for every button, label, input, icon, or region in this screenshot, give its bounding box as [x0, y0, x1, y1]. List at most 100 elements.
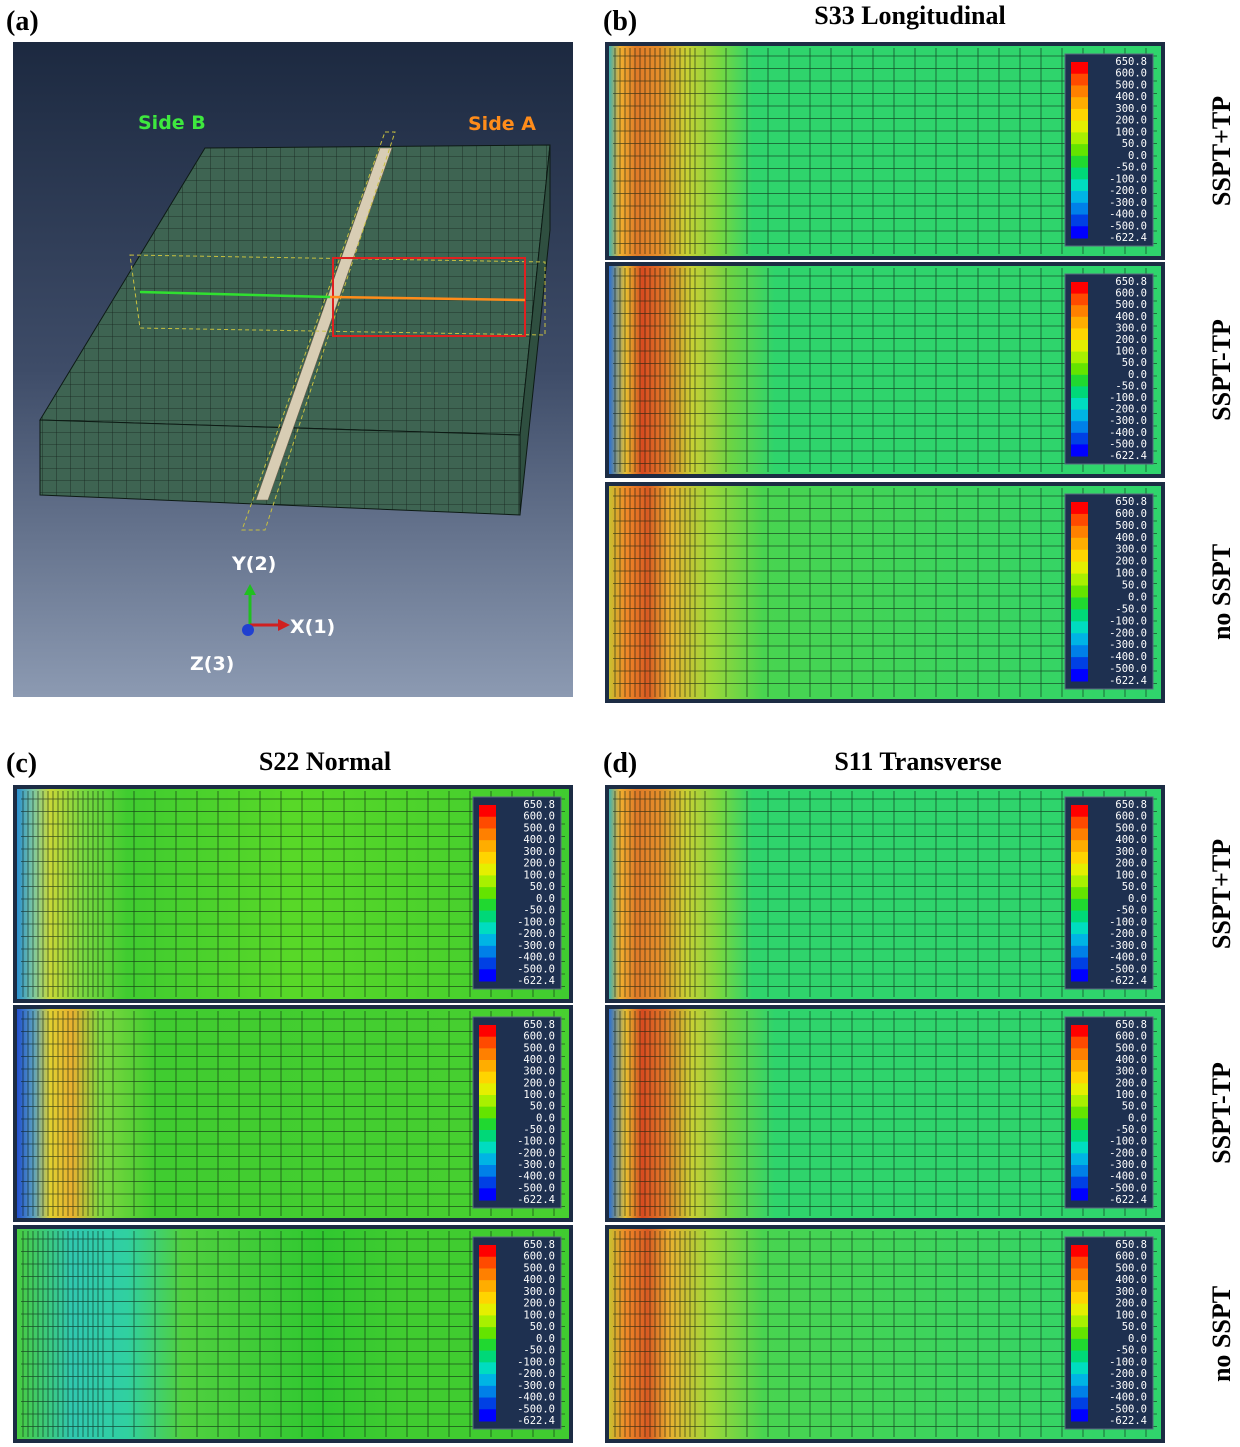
legend-label: -622.4 [1109, 1194, 1147, 1206]
legend-swatch [1071, 657, 1088, 669]
legend-swatch [1071, 840, 1088, 852]
legend-swatch [1071, 398, 1088, 410]
legend-label: 200.0 [1115, 1077, 1147, 1089]
legend-label: -200.0 [517, 928, 555, 940]
legend-label: 300.0 [1115, 846, 1147, 858]
legend-swatch [1071, 1188, 1088, 1200]
legend-swatch [1071, 294, 1088, 306]
legend-label: 600.0 [1115, 1031, 1147, 1043]
legend-swatch [1071, 502, 1088, 514]
legend-label: -300.0 [517, 940, 555, 952]
legend-label: 600.0 [1115, 811, 1147, 823]
legend-label: -300.0 [1109, 415, 1147, 427]
legend-label: 650.8 [523, 799, 555, 811]
legend-swatch [479, 1398, 496, 1410]
legend-swatch [479, 1339, 496, 1351]
legend-label: 500.0 [523, 1262, 555, 1274]
legend-label: -100.0 [517, 1136, 555, 1148]
legend-swatch [1071, 574, 1088, 586]
legend-swatch [1071, 1060, 1088, 1072]
legend-label: 0.0 [1128, 893, 1147, 905]
legend-swatch [1071, 633, 1088, 645]
legend-label: -100.0 [1109, 1356, 1147, 1368]
legend-swatch [1071, 922, 1088, 934]
legend-swatch [1071, 1142, 1088, 1154]
legend-swatch [1071, 875, 1088, 887]
legend-swatch [479, 1083, 496, 1095]
legend-label: -400.0 [1109, 1392, 1147, 1404]
legend-swatch [479, 1374, 496, 1386]
legend-swatch [479, 1327, 496, 1339]
legend-swatch [1071, 375, 1088, 387]
legend-label: -100.0 [1109, 1136, 1147, 1148]
legend-label: 100.0 [1115, 568, 1147, 580]
legend-swatch [479, 1292, 496, 1304]
legend-label: 500.0 [1115, 520, 1147, 532]
panel-label: (a) [6, 6, 39, 37]
legend-label: 50.0 [530, 1101, 555, 1113]
legend-swatch [1071, 386, 1088, 398]
legend-swatch [479, 922, 496, 934]
legend-label: 300.0 [1115, 544, 1147, 556]
legend-label: 650.8 [1115, 1239, 1147, 1251]
legend-label: -50.0 [523, 905, 555, 917]
legend-swatch [1071, 864, 1088, 876]
legend-swatch [1071, 132, 1088, 144]
legend-swatch [1071, 1257, 1088, 1269]
legend-swatch [479, 1245, 496, 1257]
legend-swatch [1071, 1072, 1088, 1084]
legend-label: 50.0 [1122, 580, 1147, 592]
legend-label: -300.0 [1109, 639, 1147, 651]
legend-label: 200.0 [1115, 115, 1147, 127]
axis-label: Z(3) [190, 653, 234, 675]
legend-swatch [1071, 621, 1088, 633]
legend-swatch [479, 899, 496, 911]
legend-label: 400.0 [523, 834, 555, 846]
legend-swatch [1071, 179, 1088, 191]
legend-label: 650.8 [1115, 276, 1147, 288]
legend-swatch [1071, 805, 1088, 817]
legend-swatch [1071, 1177, 1088, 1189]
legend-swatch [1071, 562, 1088, 574]
legend-swatch [1071, 1153, 1088, 1165]
legend-swatch [479, 1315, 496, 1327]
legend-label: -500.0 [517, 963, 555, 975]
legend-swatch [1071, 899, 1088, 911]
legend-label: 200.0 [1115, 858, 1147, 870]
legend-label: 400.0 [1115, 311, 1147, 323]
legend-label: 600.0 [1115, 1251, 1147, 1263]
legend-label: 650.8 [1115, 496, 1147, 508]
legend-swatch [479, 1177, 496, 1189]
row-label: no SSPT [1207, 1286, 1236, 1382]
legend-swatch [479, 875, 496, 887]
legend-label: -622.4 [517, 1415, 555, 1427]
legend-label: -400.0 [1109, 427, 1147, 439]
legend-label: 650.8 [523, 1019, 555, 1031]
legend-label: -50.0 [523, 1124, 555, 1136]
legend-swatch [1071, 156, 1088, 168]
legend-label: 500.0 [1115, 299, 1147, 311]
legend-label: 100.0 [1115, 126, 1147, 138]
row-label: no SSPT [1207, 544, 1236, 640]
legend-swatch [479, 1072, 496, 1084]
legend-swatch [1071, 1398, 1088, 1410]
legend-swatch [479, 1409, 496, 1421]
legend-label: -300.0 [517, 1380, 555, 1392]
legend-label: 650.8 [1115, 1019, 1147, 1031]
panel-title: S33 Longitudinal [814, 1, 1005, 30]
legend-label: -50.0 [1115, 380, 1147, 392]
legend-label: -622.4 [1109, 675, 1147, 687]
legend-label: -50.0 [1115, 1124, 1147, 1136]
legend-swatch [1071, 282, 1088, 294]
legend-swatch [1071, 97, 1088, 109]
legend-label: -100.0 [1109, 173, 1147, 185]
legend-swatch [1071, 1374, 1088, 1386]
legend-label: 0.0 [1128, 150, 1147, 162]
legend-label: 500.0 [523, 822, 555, 834]
legend-label: -622.4 [1109, 975, 1147, 987]
legend-label: -100.0 [1109, 916, 1147, 928]
side-label: Side A [468, 113, 536, 135]
legend-label: 0.0 [536, 1333, 555, 1345]
legend-swatch [1071, 550, 1088, 562]
legend-label: -300.0 [1109, 940, 1147, 952]
